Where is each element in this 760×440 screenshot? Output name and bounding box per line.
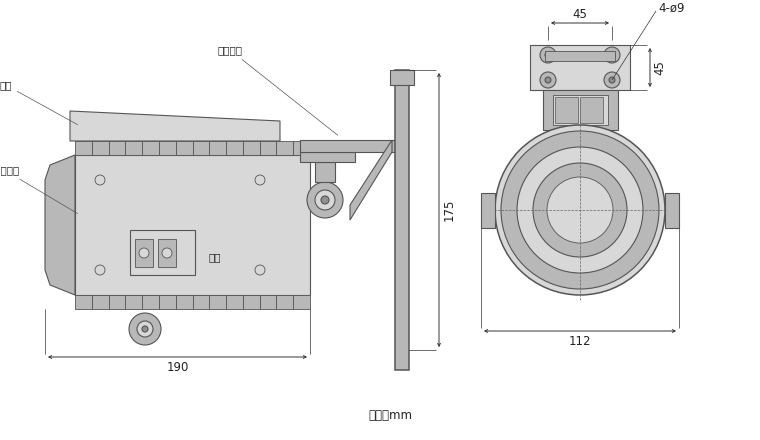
Bar	[226, 141, 243, 155]
Bar	[530, 45, 630, 90]
Bar	[92, 295, 109, 309]
Bar	[176, 295, 192, 309]
Circle shape	[501, 131, 659, 289]
Bar	[75, 141, 92, 155]
Circle shape	[139, 248, 149, 258]
Circle shape	[609, 77, 615, 83]
Circle shape	[321, 196, 329, 204]
Bar	[209, 295, 226, 309]
Bar	[142, 295, 159, 309]
Bar	[192, 141, 209, 155]
Circle shape	[137, 321, 153, 337]
Circle shape	[545, 77, 551, 83]
Circle shape	[609, 52, 615, 58]
Bar	[158, 239, 176, 267]
Bar	[665, 193, 679, 227]
Bar	[243, 295, 260, 309]
Circle shape	[315, 190, 335, 210]
Text: 112: 112	[568, 334, 591, 348]
Circle shape	[95, 265, 105, 275]
Bar	[109, 141, 125, 155]
Bar	[481, 193, 495, 227]
Bar	[260, 295, 277, 309]
Bar	[209, 141, 226, 155]
Bar	[226, 295, 243, 309]
Bar	[315, 162, 335, 182]
Text: 175: 175	[442, 199, 455, 221]
Circle shape	[129, 313, 161, 345]
Circle shape	[547, 177, 613, 243]
Bar	[555, 97, 578, 123]
Polygon shape	[70, 111, 280, 141]
Text: 190: 190	[166, 360, 188, 374]
Text: 单位：mm: 单位：mm	[368, 409, 412, 422]
Circle shape	[604, 47, 620, 63]
Bar	[142, 141, 159, 155]
Bar	[293, 141, 310, 155]
Bar	[260, 141, 277, 155]
Text: 上盖: 上盖	[0, 80, 78, 125]
Bar	[125, 295, 142, 309]
Circle shape	[162, 248, 172, 258]
Circle shape	[540, 72, 556, 88]
Text: 45: 45	[572, 7, 587, 21]
Text: 4-ø9: 4-ø9	[658, 1, 685, 15]
Circle shape	[307, 182, 343, 218]
Bar	[75, 295, 92, 309]
Bar	[92, 141, 109, 155]
Bar	[300, 152, 355, 162]
Bar	[545, 51, 615, 61]
Circle shape	[495, 125, 665, 295]
Bar	[395, 70, 409, 370]
Bar	[579, 97, 603, 123]
Bar	[176, 141, 192, 155]
Bar	[543, 90, 617, 130]
Bar	[109, 295, 125, 309]
Bar	[192, 295, 209, 309]
Bar	[130, 230, 195, 275]
Polygon shape	[75, 155, 310, 295]
Bar	[135, 239, 153, 267]
Bar	[553, 95, 607, 125]
Polygon shape	[45, 155, 75, 295]
Bar	[243, 141, 260, 155]
Text: 45: 45	[654, 60, 667, 75]
Bar	[159, 295, 176, 309]
Bar	[300, 140, 400, 152]
Text: 安装支架: 安装支架	[217, 45, 338, 135]
Circle shape	[255, 175, 265, 185]
Bar	[390, 70, 414, 85]
Text: 下盖: 下盖	[209, 252, 221, 262]
Circle shape	[545, 52, 551, 58]
Circle shape	[517, 147, 643, 273]
Bar	[277, 141, 293, 155]
Bar	[125, 141, 142, 155]
Circle shape	[533, 163, 627, 257]
Bar	[277, 295, 293, 309]
Polygon shape	[350, 140, 392, 220]
Circle shape	[255, 265, 265, 275]
Circle shape	[540, 47, 556, 63]
Bar	[293, 295, 310, 309]
Circle shape	[95, 175, 105, 185]
Bar	[159, 141, 176, 155]
Circle shape	[142, 326, 148, 332]
Circle shape	[604, 72, 620, 88]
Text: 探测器主体: 探测器主体	[0, 165, 78, 213]
